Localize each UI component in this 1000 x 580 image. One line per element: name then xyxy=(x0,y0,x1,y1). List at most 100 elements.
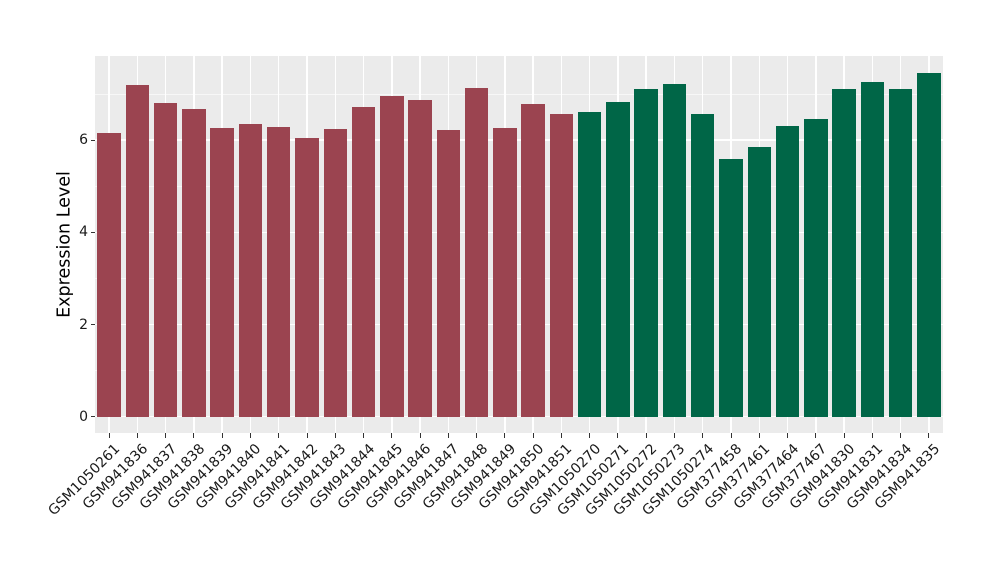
x-tick-label-GSM941837: GSM941837 xyxy=(108,441,180,513)
minor-gridline xyxy=(95,277,943,279)
x-tick-mark xyxy=(419,433,421,438)
x-tick-mark xyxy=(702,433,704,438)
x-tick-label-GSM1050274: GSM1050274 xyxy=(639,441,718,519)
x-tick-label-GSM941838: GSM941838 xyxy=(136,441,209,513)
bar-GSM941846 xyxy=(408,99,432,417)
x-tick-mark xyxy=(136,433,138,438)
x-tick-label-GSM1050270: GSM1050270 xyxy=(526,441,604,519)
bar-GSM941831 xyxy=(860,82,885,417)
x-tick-label-GSM377461: GSM377461 xyxy=(701,441,774,513)
minor-gridline xyxy=(95,370,943,372)
bar-GSM941834 xyxy=(888,89,913,417)
bar-GSM941837 xyxy=(153,103,178,417)
x-tick-label-GSM377464: GSM377464 xyxy=(730,441,802,513)
bar-GSM941849 xyxy=(493,128,517,417)
x-tick-mark xyxy=(900,433,902,438)
x-tick-mark xyxy=(645,433,647,438)
bar-GSM941840 xyxy=(238,123,263,417)
major-gridline xyxy=(95,139,943,141)
major-gridline xyxy=(95,323,943,326)
x-tick-mark xyxy=(363,433,365,438)
bar-GSM377458 xyxy=(719,159,743,417)
bar-GSM1050270 xyxy=(577,112,602,417)
x-tick-mark xyxy=(787,433,789,438)
x-tick-label-GSM1050272: GSM1050272 xyxy=(582,441,661,519)
bar-GSM941842 xyxy=(295,137,319,417)
x-tick-mark xyxy=(815,433,817,438)
x-tick-label-GSM941849: GSM941849 xyxy=(447,441,520,513)
bar-GSM941836 xyxy=(125,85,150,417)
x-tick-mark xyxy=(843,433,845,438)
bar-GSM1050271 xyxy=(606,101,630,417)
x-tick-label-GSM941848: GSM941848 xyxy=(419,441,491,513)
x-tick-mark xyxy=(249,433,251,438)
x-tick-label-GSM941842: GSM941842 xyxy=(249,441,322,513)
x-tick-label-GSM941830: GSM941830 xyxy=(786,441,859,513)
x-tick-mark xyxy=(730,433,732,438)
bar-GSM941844 xyxy=(351,107,376,417)
x-tick-mark xyxy=(673,433,675,438)
x-tick-label-GSM377458: GSM377458 xyxy=(673,441,746,513)
x-tick-mark xyxy=(871,433,873,438)
y-axis-title: Expression Level xyxy=(54,171,75,318)
x-tick-label-GSM941843: GSM941843 xyxy=(277,441,350,513)
bar-GSM941851 xyxy=(549,114,574,417)
y-tick-label-0: 0 xyxy=(79,408,88,425)
x-tick-label-GSM941847: GSM941847 xyxy=(391,441,463,513)
bar-GSM941838 xyxy=(182,109,206,417)
x-tick-mark xyxy=(758,433,760,438)
bar-GSM941830 xyxy=(832,89,856,417)
bar-GSM941841 xyxy=(266,126,291,417)
x-tick-label-GSM941851: GSM941851 xyxy=(504,441,576,513)
x-tick-mark xyxy=(560,433,562,438)
minor-gridline xyxy=(95,185,943,187)
bar-GSM1050273 xyxy=(662,84,687,417)
bar-GSM941848 xyxy=(464,88,489,417)
x-tick-mark xyxy=(391,433,393,438)
minor-gridline xyxy=(95,93,943,95)
major-gridline xyxy=(95,415,943,418)
x-tick-mark xyxy=(278,433,280,438)
x-tick-mark xyxy=(165,433,167,438)
x-tick-mark xyxy=(221,433,223,438)
x-tick-label-GSM941831: GSM941831 xyxy=(815,441,887,513)
bar-GSM941847 xyxy=(436,129,461,417)
x-tick-label-GSM941834: GSM941834 xyxy=(843,441,915,513)
major-gridline xyxy=(95,231,943,234)
x-tick-label-GSM941835: GSM941835 xyxy=(871,441,944,513)
bar-GSM377467 xyxy=(804,118,828,417)
x-tick-label-GSM941836: GSM941836 xyxy=(80,441,152,513)
bar-GSM941843 xyxy=(323,129,348,417)
bar-GSM1050261 xyxy=(97,132,121,417)
bar-GSM941835 xyxy=(917,73,941,417)
x-tick-mark xyxy=(532,433,534,438)
x-tick-label-GSM1050261: GSM1050261 xyxy=(45,441,124,519)
x-tick-mark xyxy=(334,433,336,438)
x-tick-mark xyxy=(193,433,195,438)
x-tick-mark xyxy=(928,433,930,438)
x-tick-mark xyxy=(447,433,449,438)
bar-GSM941839 xyxy=(210,128,234,417)
x-tick-mark xyxy=(306,433,308,438)
bar-GSM377461 xyxy=(747,146,772,417)
x-tick-label-GSM941850: GSM941850 xyxy=(475,441,548,513)
x-tick-label-GSM941846: GSM941846 xyxy=(362,441,435,513)
x-tick-mark xyxy=(108,433,110,438)
x-tick-mark xyxy=(504,433,506,438)
x-tick-mark xyxy=(589,433,591,438)
x-tick-label-GSM941840: GSM941840 xyxy=(193,441,265,513)
x-tick-label-GSM1050271: GSM1050271 xyxy=(554,441,633,519)
x-tick-label-GSM941839: GSM941839 xyxy=(164,441,237,513)
x-tick-label-GSM1050273: GSM1050273 xyxy=(610,441,689,519)
bar-GSM1050272 xyxy=(634,89,658,417)
bar-GSM941850 xyxy=(521,104,545,417)
bar-GSM377464 xyxy=(775,125,800,417)
x-tick-label-GSM941841: GSM941841 xyxy=(221,441,294,513)
x-tick-mark xyxy=(476,433,478,438)
x-tick-label-GSM941844: GSM941844 xyxy=(306,441,378,513)
plot-panel xyxy=(95,56,943,433)
x-tick-mark xyxy=(617,433,619,438)
x-tick-label-GSM941845: GSM941845 xyxy=(334,441,407,513)
bar-GSM941845 xyxy=(380,95,404,417)
